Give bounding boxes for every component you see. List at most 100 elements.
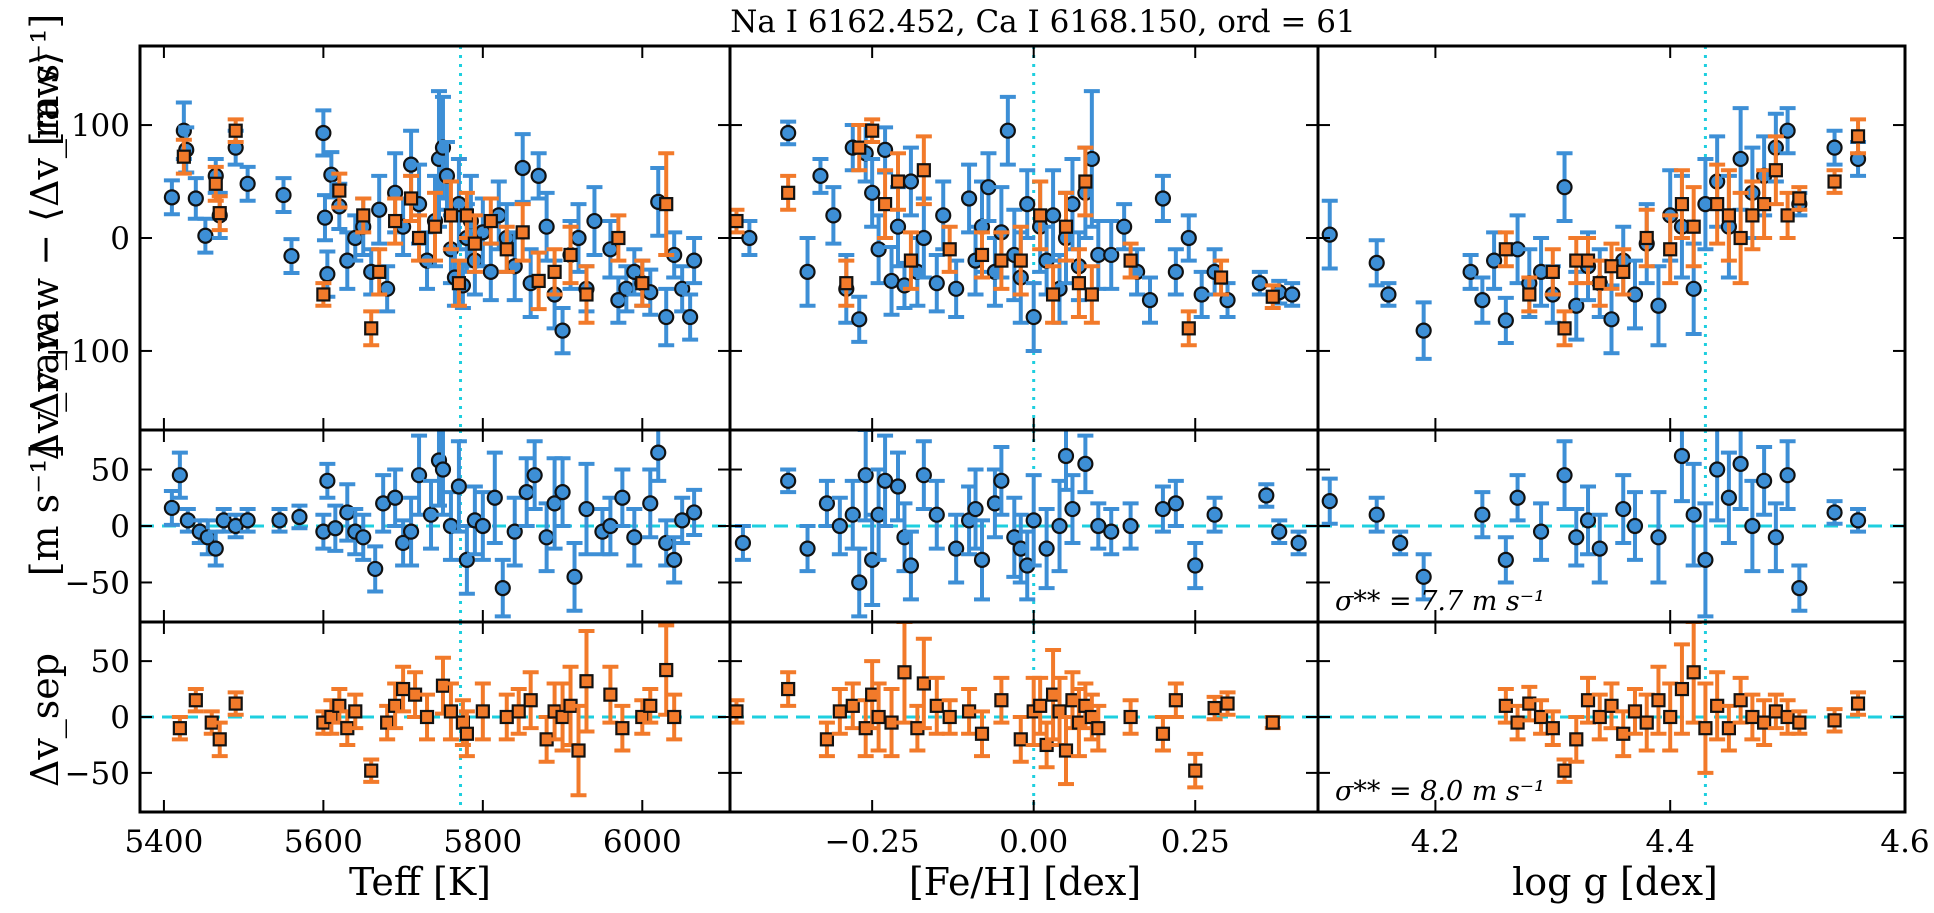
data-point-circle — [876, 472, 894, 489]
data-point-square — [563, 247, 578, 263]
data-point-circle — [538, 218, 555, 235]
data-point-circle — [741, 229, 758, 247]
data-point-circle — [482, 263, 499, 280]
data-point-square — [212, 732, 227, 747]
data-point-circle — [570, 229, 587, 247]
xtick-label: 4.2 — [1411, 824, 1460, 860]
data-point-square — [1123, 709, 1138, 725]
panel-bot-logg: 4.2 4.4 4.6 — [1316, 620, 1930, 860]
data-point-circle — [993, 472, 1010, 489]
panel-content-bot-logg — [1318, 622, 1905, 812]
data-point-circle — [1591, 540, 1608, 557]
data-point-circle — [410, 467, 428, 484]
data-point-square — [730, 213, 744, 229]
data-point-square — [1557, 321, 1572, 336]
data-point-square — [1733, 693, 1748, 708]
xtick-label: 0.25 — [1161, 824, 1230, 860]
data-point-circle — [316, 209, 334, 226]
data-point-circle — [1187, 557, 1204, 574]
data-point-circle — [1064, 500, 1081, 518]
data-point-square — [1663, 242, 1678, 257]
data-point-square — [1780, 208, 1795, 223]
data-point-circle — [327, 520, 344, 537]
data-point-circle — [1116, 218, 1133, 235]
data-point-square — [443, 208, 459, 223]
data-point-circle — [1568, 297, 1585, 314]
data-point-square — [372, 264, 387, 279]
data-point-circle — [948, 540, 965, 557]
data-point-square — [316, 287, 331, 302]
data-point-circle — [1744, 517, 1761, 535]
data-point-circle — [870, 241, 887, 258]
data-point-circle — [948, 280, 965, 297]
data-point-square — [523, 693, 538, 708]
data-point-circle — [1767, 529, 1784, 546]
data-point-circle — [1474, 506, 1491, 523]
data-point-square — [1498, 242, 1513, 257]
data-point-square — [1071, 276, 1087, 291]
data-point-square — [845, 698, 860, 713]
data-point-square — [188, 693, 203, 708]
panel-content-mid-logg — [1318, 430, 1905, 622]
data-point-circle — [578, 500, 595, 518]
panel-mid-teff: −50 0 50 — [65, 428, 732, 624]
data-point-circle — [514, 159, 531, 177]
data-point-square — [1155, 726, 1171, 741]
data-point-square — [916, 163, 931, 178]
data-point-circle — [1650, 529, 1667, 546]
panel-content-top-teff — [163, 46, 703, 430]
data-point-square — [451, 276, 467, 291]
data-point-square — [1058, 219, 1074, 234]
data-point-circle — [171, 467, 188, 484]
data-point-circle — [1368, 506, 1385, 523]
data-point-square — [176, 149, 191, 164]
data-point-circle — [666, 551, 683, 568]
data-point-square — [994, 693, 1009, 708]
data-point-square — [411, 230, 427, 246]
panel-mid-logg — [1316, 428, 1907, 624]
data-point-square — [1827, 174, 1842, 189]
data-point-square — [832, 704, 847, 719]
data-point-circle — [1720, 489, 1738, 506]
data-point-circle — [1284, 286, 1301, 303]
data-point-square — [1757, 715, 1772, 730]
data-point-circle — [1556, 467, 1573, 484]
data-point-square — [1522, 287, 1537, 302]
data-point-square — [1265, 715, 1280, 730]
data-point-circle — [1791, 580, 1808, 597]
data-point-circle — [851, 311, 868, 328]
data-point-circle — [1579, 512, 1597, 529]
data-point-circle — [275, 186, 292, 204]
data-point-circle — [1038, 540, 1055, 557]
data-point-circle — [355, 529, 372, 546]
data-point-circle — [1193, 286, 1210, 303]
data-point-square — [916, 676, 931, 691]
data-point-circle — [1697, 551, 1714, 568]
data-point-square — [877, 197, 893, 212]
data-point-circle — [1462, 263, 1479, 280]
data-point-circle — [1826, 504, 1843, 521]
data-point-circle — [315, 124, 332, 142]
data-point-square — [897, 665, 912, 680]
data-point-square — [1084, 287, 1099, 302]
data-point-circle — [1251, 275, 1268, 292]
panel-grid: −100 0 100 −50 0 50 −50 0 50 5400 5600 5800 6000 −0.2… — [45, 44, 1930, 860]
data-point-circle — [1779, 122, 1796, 139]
data-point-square — [643, 698, 658, 713]
data-point-square — [1569, 732, 1584, 747]
data-point-square — [511, 704, 526, 719]
panel-content-top-feh — [730, 46, 1301, 430]
ytick-label: 0 — [110, 700, 130, 736]
data-point-circle — [1154, 500, 1172, 518]
xtick-label: 4.4 — [1646, 824, 1695, 860]
data-point-circle — [1415, 322, 1432, 339]
data-point-circle — [1167, 495, 1184, 512]
data-point-square — [1078, 174, 1093, 189]
data-point-circle — [387, 489, 404, 506]
data-point-square — [579, 674, 594, 689]
data-point-square — [1639, 715, 1654, 730]
data-point-square — [1545, 721, 1560, 736]
ytick-label: 0 — [110, 509, 130, 545]
data-point-circle — [799, 540, 816, 557]
data-point-circle — [163, 499, 180, 517]
